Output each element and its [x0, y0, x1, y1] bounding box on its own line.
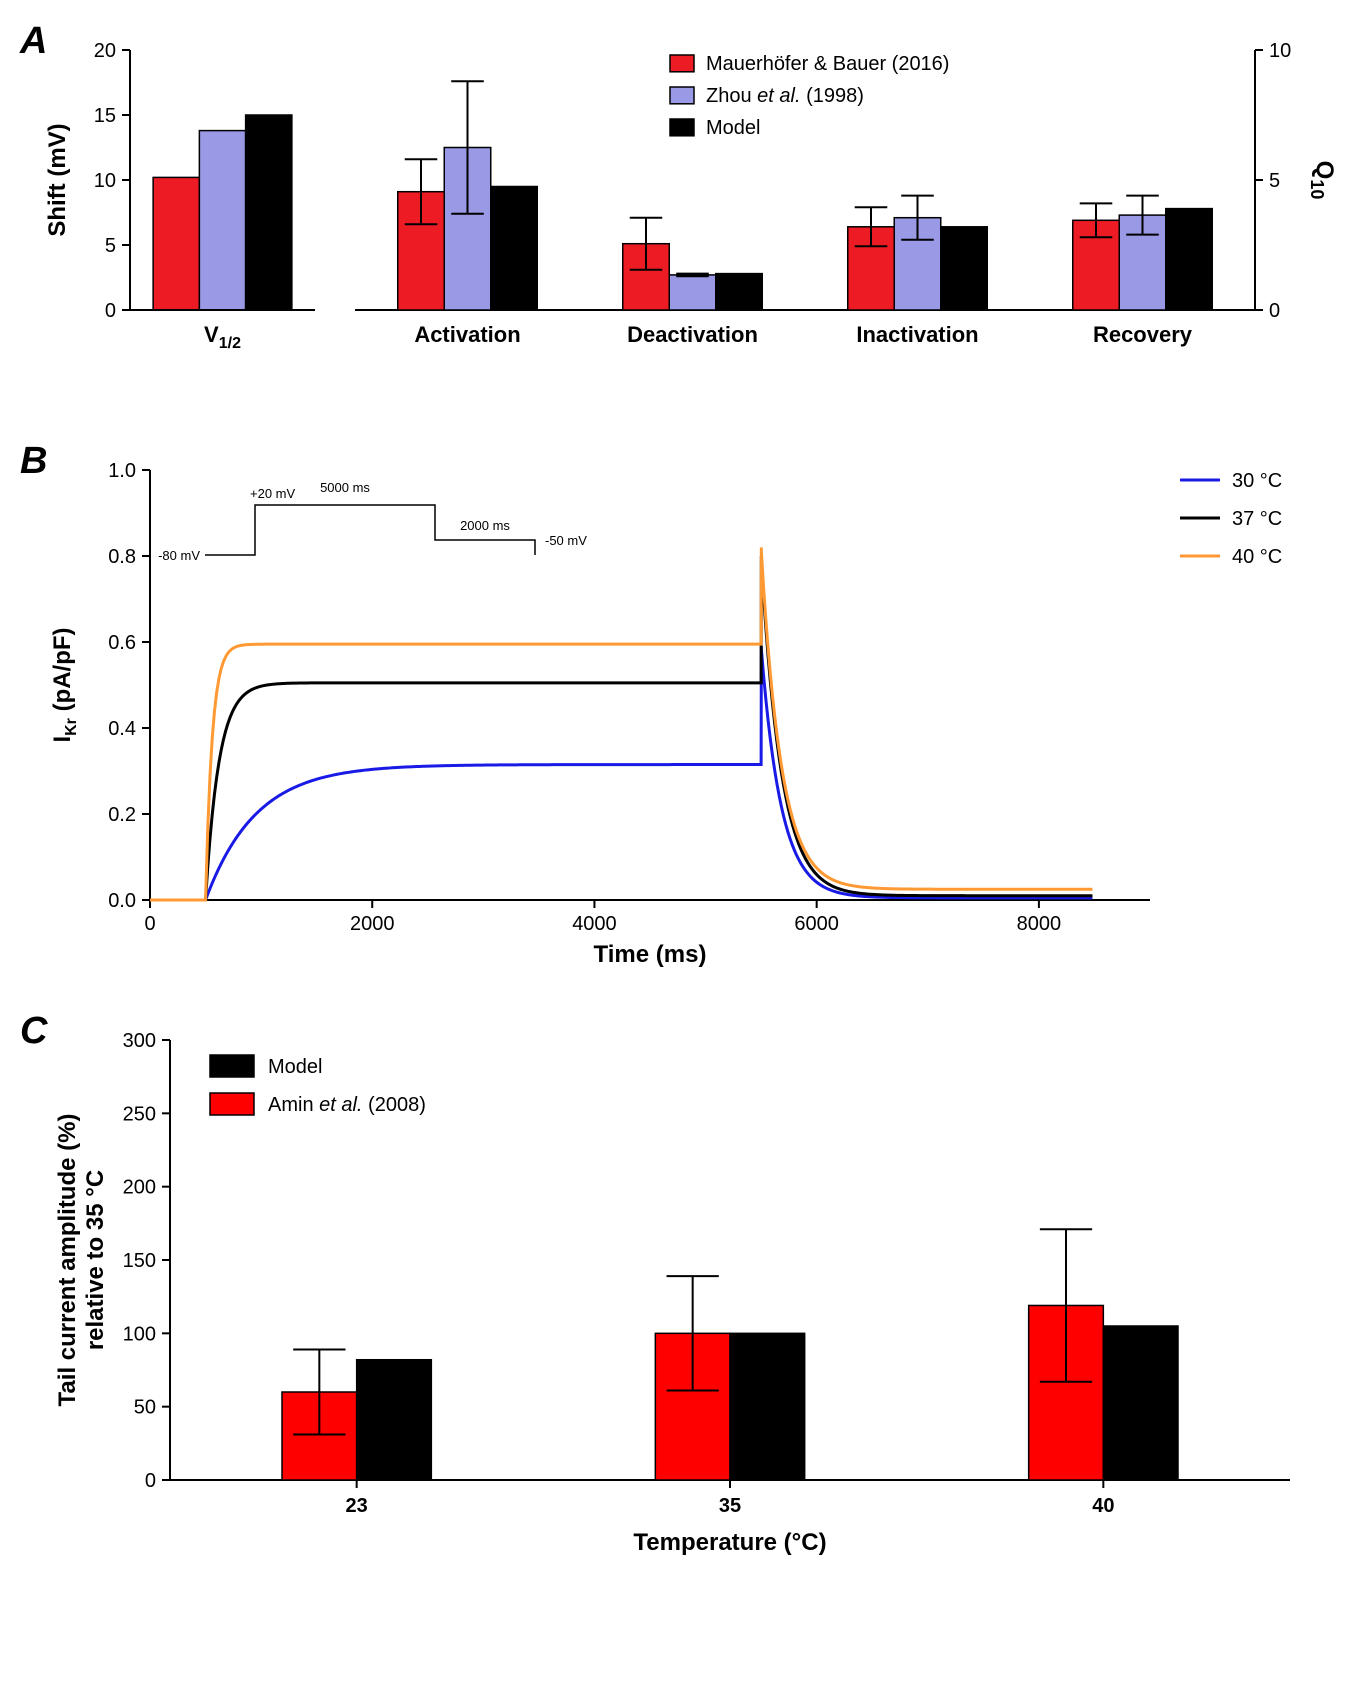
- svg-text:150: 150: [123, 1250, 156, 1272]
- panel-c: C 0 50 100 150 200 250 300 Tail current amplitu…: [20, 1010, 1350, 1570]
- svg-text:10: 10: [1269, 40, 1291, 62]
- svg-text:200: 200: [123, 1177, 156, 1199]
- svg-text:-80 mV: -80 mV: [158, 548, 200, 563]
- svg-text:1.0: 1.0: [108, 460, 136, 482]
- svg-text:6000: 6000: [794, 913, 839, 935]
- figure: A 0 5 10 15 20 Shift (mV) V1/2 0 5 10 Q10 Activatio…: [20, 20, 1350, 1570]
- svg-text:0.8: 0.8: [108, 546, 136, 568]
- svg-text:10: 10: [94, 170, 116, 192]
- svg-text:20: 20: [94, 40, 116, 62]
- panel-b: B 0.0 0.2 0.4 0.6 0.8 1.0 0 2000 4000 6000 8000 Tim…: [20, 440, 1350, 980]
- svg-text:Activation: Activation: [414, 322, 520, 347]
- panel-c-label: C: [20, 1010, 47, 1053]
- svg-text:40 °C: 40 °C: [1232, 546, 1282, 568]
- svg-text:0.6: 0.6: [108, 632, 136, 654]
- svg-text:15: 15: [94, 105, 116, 127]
- svg-text:Model: Model: [706, 117, 760, 139]
- svg-text:0.2: 0.2: [108, 804, 136, 826]
- svg-text:5000 ms: 5000 ms: [320, 480, 370, 495]
- svg-text:Time (ms): Time (ms): [594, 941, 707, 968]
- svg-text:Shift (mV): Shift (mV): [44, 123, 71, 236]
- panel-b-label: B: [20, 440, 47, 483]
- svg-text:35: 35: [719, 1495, 741, 1517]
- svg-text:5: 5: [1269, 170, 1280, 192]
- svg-text:0: 0: [1269, 300, 1280, 322]
- svg-text:4000: 4000: [572, 913, 617, 935]
- panel-c-chart: 0 50 100 150 200 250 300 Tail current amplitude…: [20, 1010, 1350, 1570]
- svg-text:8000: 8000: [1017, 913, 1062, 935]
- svg-text:250: 250: [123, 1103, 156, 1125]
- svg-text:Deactivation: Deactivation: [627, 322, 758, 347]
- svg-text:0: 0: [105, 300, 116, 322]
- svg-text:-50 mV: -50 mV: [545, 533, 587, 548]
- panel-a: A 0 5 10 15 20 Shift (mV) V1/2 0 5 10 Q10 Activatio…: [20, 20, 1350, 410]
- svg-text:37 °C: 37 °C: [1232, 508, 1282, 530]
- svg-text:0: 0: [145, 1470, 156, 1492]
- panel-a-chart: 0 5 10 15 20 Shift (mV) V1/2 0 5 10 Q10 Activation D…: [20, 20, 1350, 410]
- svg-text:Model: Model: [268, 1056, 322, 1078]
- svg-text:+20 mV: +20 mV: [250, 486, 295, 501]
- svg-text:50: 50: [134, 1397, 156, 1419]
- svg-text:30 °C: 30 °C: [1232, 470, 1282, 492]
- svg-text:0.4: 0.4: [108, 718, 136, 740]
- svg-text:0.0: 0.0: [108, 890, 136, 912]
- svg-text:Q10: Q10: [1307, 161, 1338, 200]
- svg-text:5: 5: [105, 235, 116, 257]
- svg-text:300: 300: [123, 1030, 156, 1052]
- svg-text:IKr (pA/pF): IKr (pA/pF): [49, 627, 80, 742]
- svg-text:2000 ms: 2000 ms: [460, 518, 510, 533]
- svg-text:Recovery: Recovery: [1093, 322, 1193, 347]
- svg-text:Temperature (°C): Temperature (°C): [633, 1529, 826, 1556]
- svg-text:0: 0: [144, 913, 155, 935]
- svg-text:V1/2: V1/2: [204, 322, 241, 352]
- panel-b-chart: 0.0 0.2 0.4 0.6 0.8 1.0 0 2000 4000 6000 8000 Time …: [20, 440, 1350, 980]
- svg-text:2000: 2000: [350, 913, 395, 935]
- svg-text:Tail current amplitude (%)rela: Tail current amplitude (%)relative to 35…: [54, 1114, 109, 1407]
- svg-text:Inactivation: Inactivation: [856, 322, 978, 347]
- svg-text:100: 100: [123, 1323, 156, 1345]
- svg-text:40: 40: [1092, 1495, 1114, 1517]
- svg-text:Zhou et al. (1998): Zhou et al. (1998): [706, 85, 864, 107]
- svg-text:Amin et al. (2008): Amin et al. (2008): [268, 1094, 426, 1116]
- svg-text:Mauerhöfer & Bauer (2016): Mauerhöfer & Bauer (2016): [706, 53, 949, 75]
- panel-a-label: A: [20, 20, 47, 63]
- svg-text:23: 23: [346, 1495, 368, 1517]
